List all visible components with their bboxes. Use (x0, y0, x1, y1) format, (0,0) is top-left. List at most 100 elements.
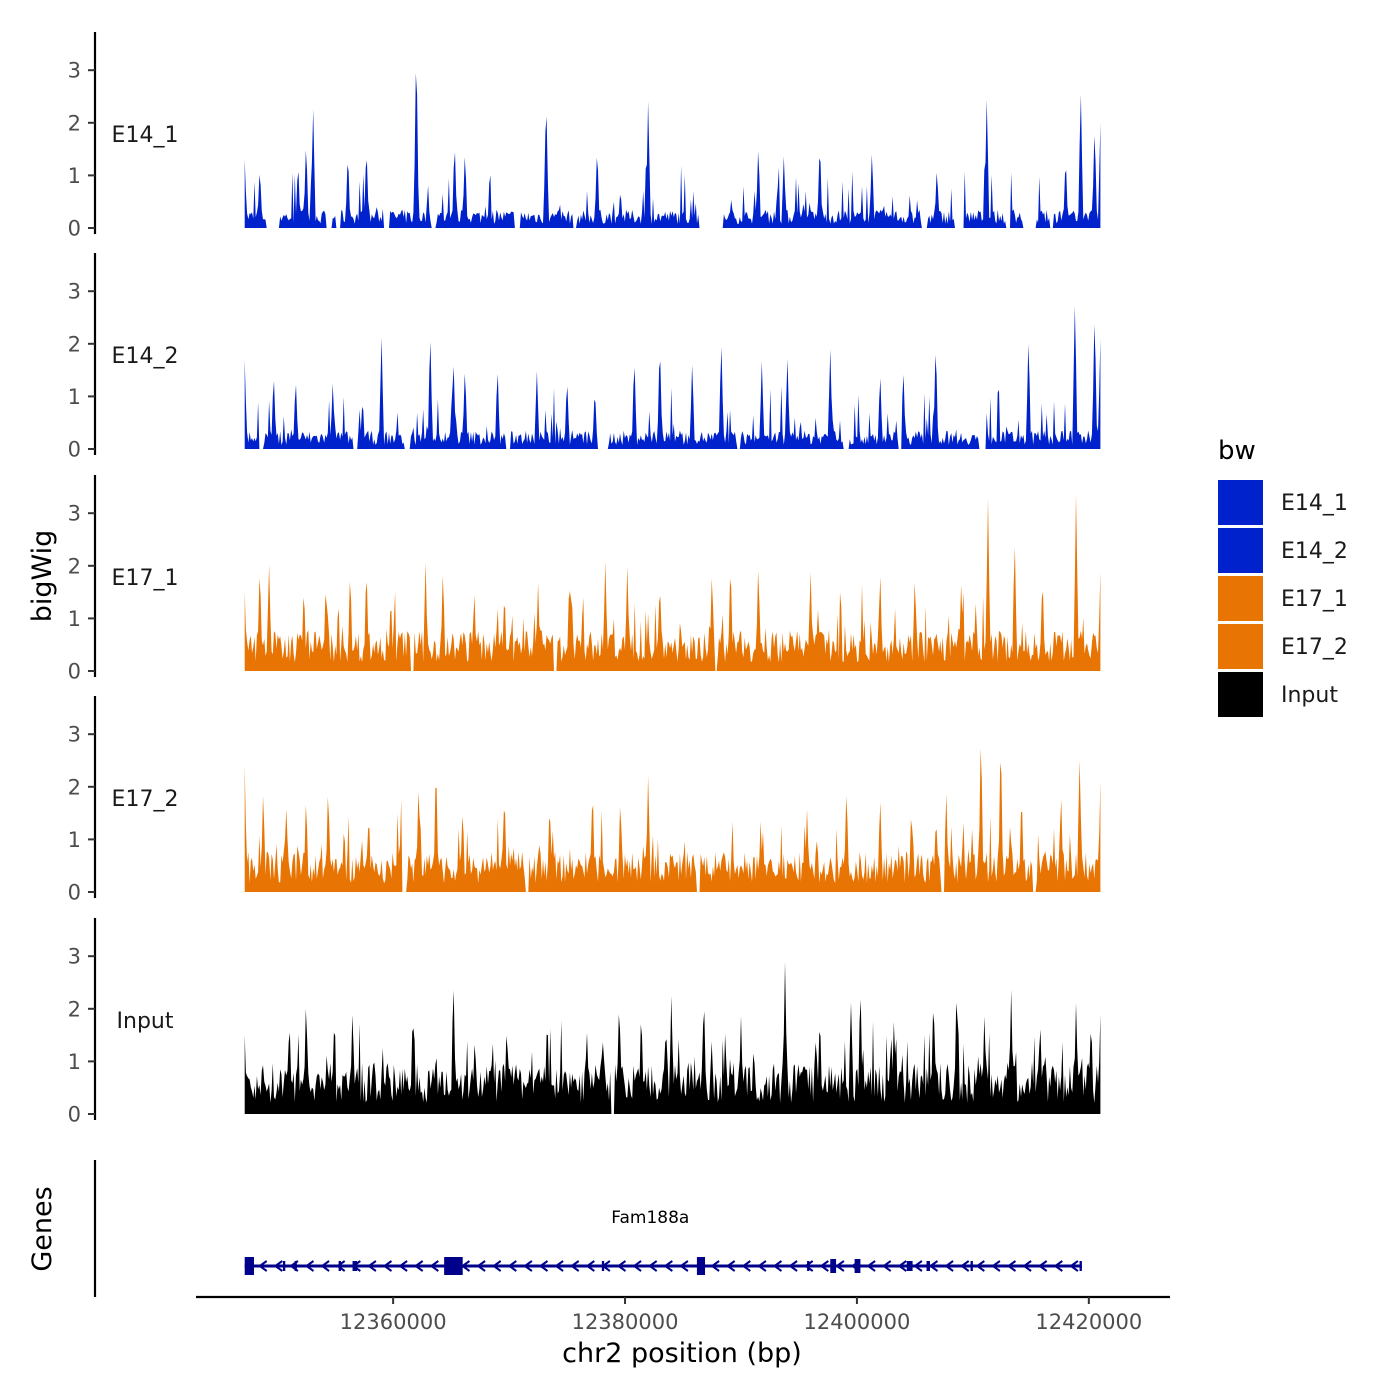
y-tick-label: 3 (68, 723, 81, 747)
gene-exon (830, 1259, 837, 1273)
y-tick-label: 2 (68, 997, 81, 1021)
y-tick-label: 3 (68, 945, 81, 969)
strand-arrow (616, 1260, 627, 1272)
legend-label: E17_2 (1281, 635, 1348, 660)
coverage-area (244, 748, 1101, 892)
strand-arrow (523, 1260, 533, 1272)
legend-label: E17_1 (1281, 587, 1348, 612)
track-panel-e17-1: 0 1 2 3 E17_1 (68, 475, 1101, 684)
y-tick-label: 0 (68, 217, 81, 241)
x-tick-label: 12400000 (803, 1310, 910, 1334)
strand-arrow (273, 1260, 283, 1272)
strand-arrow (725, 1260, 736, 1272)
gene-exon (906, 1261, 913, 1271)
y-tick-label: 2 (68, 554, 81, 578)
strand-arrow (1006, 1260, 1017, 1272)
strand-arrow (1069, 1260, 1079, 1272)
y-tick-label: 3 (68, 280, 81, 304)
strand-arrow (991, 1260, 1001, 1272)
coverage-area (244, 494, 1101, 671)
gene-name-label: Fam188a (611, 1208, 689, 1228)
x-tick-label: 12420000 (1035, 1310, 1142, 1334)
y-tick-label: 1 (68, 1050, 81, 1074)
y-axis-title: bigWig (27, 530, 58, 623)
y-tick-label: 0 (68, 660, 81, 684)
track-label: E17_1 (112, 566, 179, 591)
y-tick-label: 3 (68, 502, 81, 526)
legend: bw E14_1 E14_2 E17_1 E17_2 Input (1218, 436, 1348, 717)
strand-arrow (1037, 1260, 1048, 1272)
gene-exon (970, 1261, 973, 1271)
strand-arrow (257, 1260, 268, 1272)
strand-arrow (866, 1260, 876, 1272)
strand-arrow (491, 1260, 502, 1272)
x-tick-label: 12380000 (572, 1310, 679, 1334)
gene-exon (352, 1261, 358, 1271)
gene-exon (926, 1261, 930, 1271)
coverage-area (244, 306, 1101, 449)
legend-label: E14_1 (1281, 491, 1348, 516)
legend-title: bw (1218, 436, 1256, 466)
strand-arrow (1022, 1260, 1032, 1272)
track-panel-input: 0 1 2 3 Input (68, 918, 1101, 1127)
strand-arrow (398, 1260, 408, 1272)
strand-arrow (897, 1260, 907, 1272)
y-tick-label: 0 (68, 438, 81, 462)
strand-arrow (335, 1260, 346, 1272)
gene-exon (244, 1257, 254, 1275)
strand-arrow (913, 1260, 923, 1272)
strand-arrow (835, 1260, 845, 1272)
strand-arrow (679, 1260, 689, 1272)
strand-arrow (663, 1260, 673, 1272)
strand-arrow (710, 1260, 720, 1272)
legend-swatch (1218, 624, 1263, 669)
legend-label: E14_2 (1281, 539, 1348, 564)
track-label: Input (117, 1009, 174, 1034)
gene-exon (294, 1261, 297, 1271)
y-tick-label: 1 (68, 607, 81, 631)
y-tick-label: 1 (68, 828, 81, 852)
y-tick-label: 2 (68, 332, 81, 356)
legend-swatch (1218, 480, 1263, 525)
x-axis-title: chr2 position (bp) (562, 1338, 802, 1369)
x-tick-label: 12360000 (340, 1310, 447, 1334)
gene-exon (807, 1261, 810, 1271)
y-tick-label: 0 (68, 1103, 81, 1127)
genes-panel: Genes Fam188a (27, 1160, 1082, 1297)
strand-arrow (632, 1260, 642, 1272)
strand-arrow (538, 1260, 549, 1272)
genes-axis-title: Genes (27, 1186, 58, 1271)
track-label: E17_2 (112, 787, 179, 812)
coverage-area (244, 961, 1101, 1114)
strand-arrow (928, 1260, 939, 1272)
gene-exon (854, 1259, 861, 1273)
strand-arrow (944, 1260, 954, 1272)
y-tick-label: 2 (68, 111, 81, 135)
strand-arrow (569, 1260, 580, 1272)
legend-swatch (1218, 528, 1263, 573)
legend-label: Input (1281, 683, 1338, 708)
legend-swatch (1218, 576, 1263, 621)
strand-arrow (959, 1260, 970, 1272)
y-tick-label: 1 (68, 164, 81, 188)
track-label: E14_1 (112, 123, 179, 148)
strand-arrow (1053, 1260, 1063, 1272)
strand-arrow (803, 1260, 814, 1272)
gene-exon (338, 1261, 341, 1271)
strand-arrow (382, 1260, 393, 1272)
strand-arrow (585, 1260, 595, 1272)
gene-exon (696, 1257, 706, 1275)
strand-arrow (429, 1260, 439, 1272)
strand-arrow (788, 1260, 798, 1272)
track-panel-e14-2: 0 1 2 3 E14_2 (68, 253, 1101, 462)
strand-arrow (413, 1260, 424, 1272)
strand-arrow (554, 1260, 564, 1272)
gene-exon (444, 1257, 463, 1275)
coverage-area (244, 73, 1101, 228)
strand-arrow (772, 1260, 783, 1272)
y-tick-label: 3 (68, 59, 81, 83)
track-panel-e17-2: 0 1 2 3 E17_2 (68, 696, 1101, 905)
strand-arrow (367, 1260, 377, 1272)
